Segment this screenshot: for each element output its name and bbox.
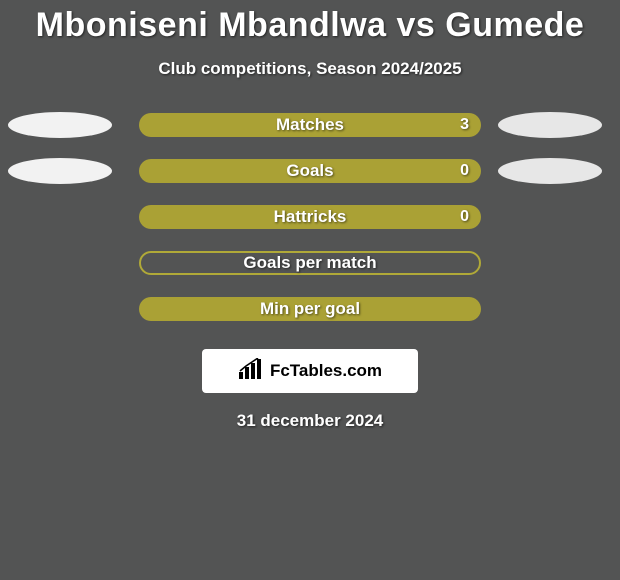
stat-row: Goals0	[0, 159, 620, 183]
player-photo-placeholder-left	[8, 158, 112, 184]
player-photo-placeholder-left	[8, 112, 112, 138]
stat-bar-fill	[139, 297, 481, 321]
stat-row: Goals per match	[0, 251, 620, 275]
stat-bar-fill	[139, 159, 481, 183]
fctables-logo-text: FcTables.com	[270, 361, 382, 381]
stat-bar: Goals per match	[139, 251, 481, 275]
fctables-logo: FcTables.com	[202, 349, 418, 393]
stat-bar-fill	[139, 205, 481, 229]
player-photo-placeholder-right	[498, 112, 602, 138]
comparison-infographic: Mboniseni Mbandlwa vs Gumede Club compet…	[0, 0, 620, 580]
stat-bar: Matches3	[139, 113, 481, 137]
stat-row: Hattricks0	[0, 205, 620, 229]
stat-row: Min per goal	[0, 297, 620, 321]
page-title: Mboniseni Mbandlwa vs Gumede	[0, 6, 620, 45]
stat-bar-outline	[139, 251, 481, 275]
stat-rows: Matches3 Goals0 Hattricks0 Goals per match M…	[0, 113, 620, 321]
date-line: 31 december 2024	[0, 411, 620, 431]
stat-bar-fill	[139, 113, 481, 137]
stat-row: Matches3	[0, 113, 620, 137]
stat-bar: Goals0	[139, 159, 481, 183]
stat-label: Goals per match	[139, 253, 481, 273]
stat-bar: Min per goal	[139, 297, 481, 321]
page-subtitle: Club competitions, Season 2024/2025	[0, 59, 620, 79]
player-photo-placeholder-right	[498, 158, 602, 184]
fctables-icon	[238, 358, 264, 385]
stat-bar: Hattricks0	[139, 205, 481, 229]
